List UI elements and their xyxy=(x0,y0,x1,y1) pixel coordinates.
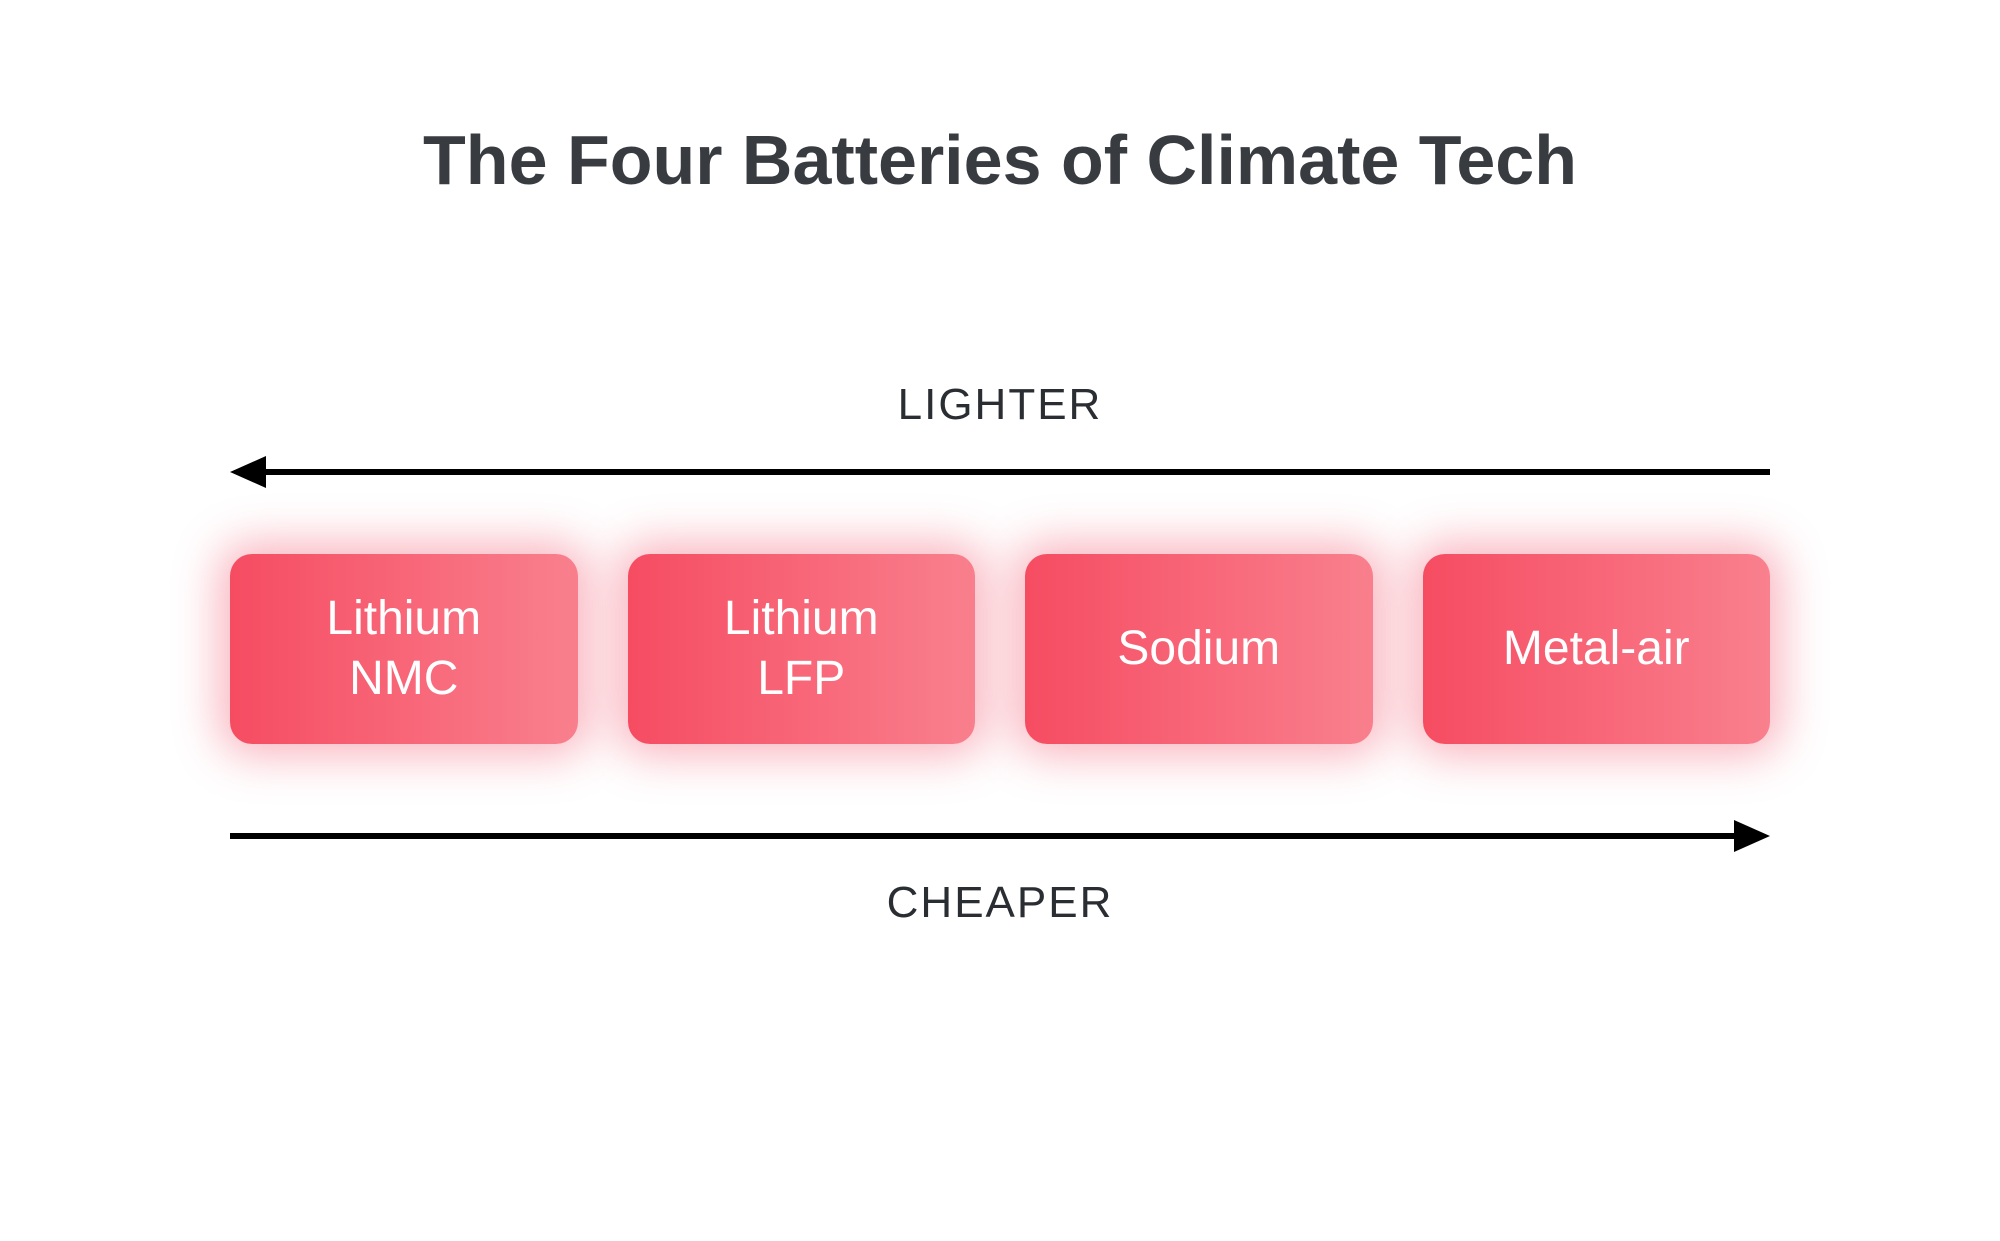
battery-box-label: Lithium LFP xyxy=(724,589,879,709)
battery-box-0: Lithium NMC xyxy=(230,554,578,744)
top-axis-label: LIGHTER xyxy=(898,380,1103,430)
infographic-container: The Four Batteries of Climate Tech LIGHT… xyxy=(0,0,2000,1241)
battery-boxes-row: Lithium NMC Lithium LFP Sodium Metal-air xyxy=(230,554,1770,744)
page-title: The Four Batteries of Climate Tech xyxy=(423,120,1577,200)
bottom-arrow-right-icon xyxy=(230,814,1770,858)
battery-box-label: Lithium NMC xyxy=(326,589,481,709)
battery-box-label: Sodium xyxy=(1117,619,1280,679)
battery-diagram: LIGHTER Lithium NMC Lithium LFP Sodium Meta… xyxy=(230,380,1770,928)
bottom-axis-label: CHEAPER xyxy=(887,878,1114,928)
battery-box-1: Lithium LFP xyxy=(628,554,976,744)
battery-box-3: Metal-air xyxy=(1423,554,1771,744)
top-arrow-left-icon xyxy=(230,450,1770,494)
battery-box-label: Metal-air xyxy=(1503,619,1690,679)
battery-box-2: Sodium xyxy=(1025,554,1373,744)
